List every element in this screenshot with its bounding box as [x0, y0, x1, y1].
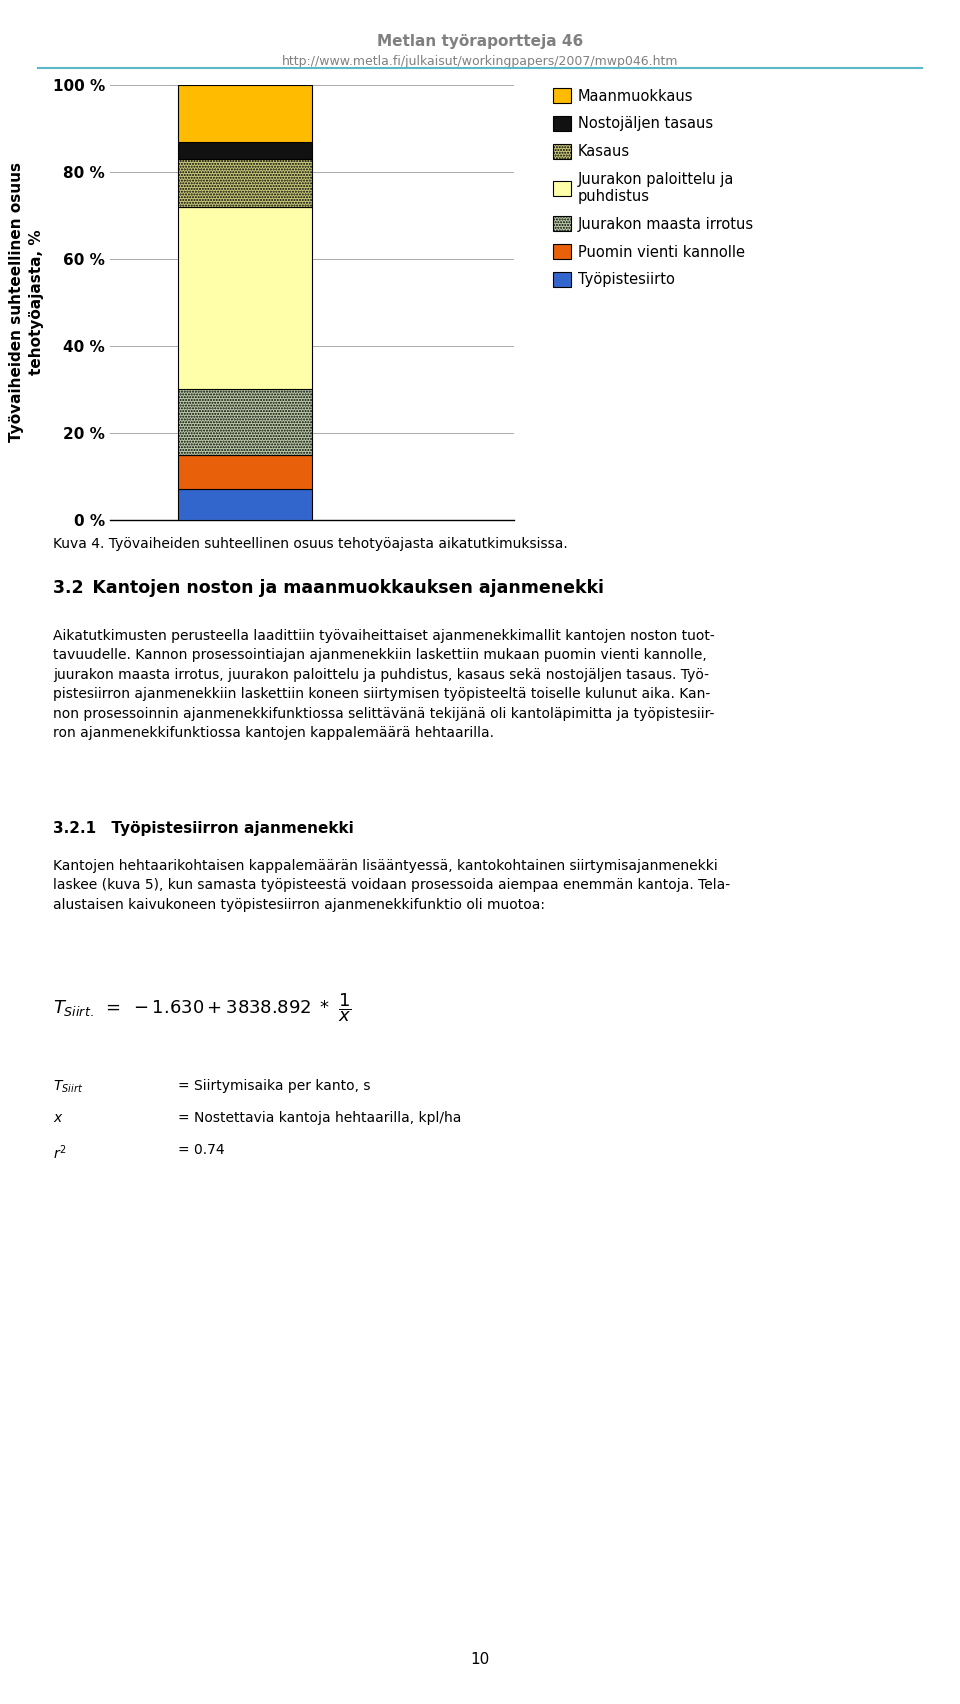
Text: 10: 10: [470, 1651, 490, 1667]
Text: 3.2.1 Työpistesiirron ajanmenekki: 3.2.1 Työpistesiirron ajanmenekki: [53, 821, 353, 837]
Text: = Nostettavia kantoja hehtaarilla, kpl/ha: = Nostettavia kantoja hehtaarilla, kpl/h…: [178, 1111, 461, 1125]
Text: Aikatutkimusten perusteella laadittiin työvaiheittaiset ajanmenekkimallit kantoj: Aikatutkimusten perusteella laadittiin t…: [53, 629, 714, 740]
Bar: [178, 85, 312, 141]
Bar: [178, 158, 312, 206]
Text: http://www.metla.fi/julkaisut/workingpapers/2007/mwp046.htm: http://www.metla.fi/julkaisut/workingpap…: [281, 55, 679, 68]
Text: Kantojen hehtaarikohtaisen kappalemäärän lisääntyessä, kantokohtainen siirtymisa: Kantojen hehtaarikohtaisen kappalemäärän…: [53, 859, 730, 912]
Bar: [178, 489, 312, 520]
Bar: [178, 206, 312, 390]
Text: $r^{2}$: $r^{2}$: [53, 1143, 66, 1162]
Text: Metlan työraportteja 46: Metlan työraportteja 46: [377, 34, 583, 49]
Text: $T_{Siirt}$: $T_{Siirt}$: [53, 1079, 83, 1096]
Text: Kuva 4. Työvaiheiden suhteellinen osuus tehotyöajasta aikatutkimuksissa.: Kuva 4. Työvaiheiden suhteellinen osuus …: [53, 537, 567, 550]
Text: $x$: $x$: [53, 1111, 63, 1125]
Text: 3.2 Kantojen noston ja maanmuokkauksen ajanmenekki: 3.2 Kantojen noston ja maanmuokkauksen a…: [53, 579, 604, 598]
Text: = Siirtymisaika per kanto, s: = Siirtymisaika per kanto, s: [178, 1079, 371, 1092]
Legend: Maanmuokkaus, Nostojäljen tasaus, Kasaus, Juurakon paloittelu ja
puhdistus, Juur: Maanmuokkaus, Nostojäljen tasaus, Kasaus…: [553, 89, 754, 288]
Bar: [178, 455, 312, 489]
Text: = 0.74: = 0.74: [178, 1143, 225, 1157]
Bar: [178, 390, 312, 455]
Y-axis label: Työvaiheiden suhteellinen osuus
tehotyöajasta, %: Työvaiheiden suhteellinen osuus tehotyöa…: [10, 162, 44, 443]
Bar: [178, 141, 312, 158]
Text: $T_{Siirt.}\ =\ -1.630 + 3838.892\ *\ \dfrac{1}{x}$: $T_{Siirt.}\ =\ -1.630 + 3838.892\ *\ \d…: [53, 992, 351, 1024]
